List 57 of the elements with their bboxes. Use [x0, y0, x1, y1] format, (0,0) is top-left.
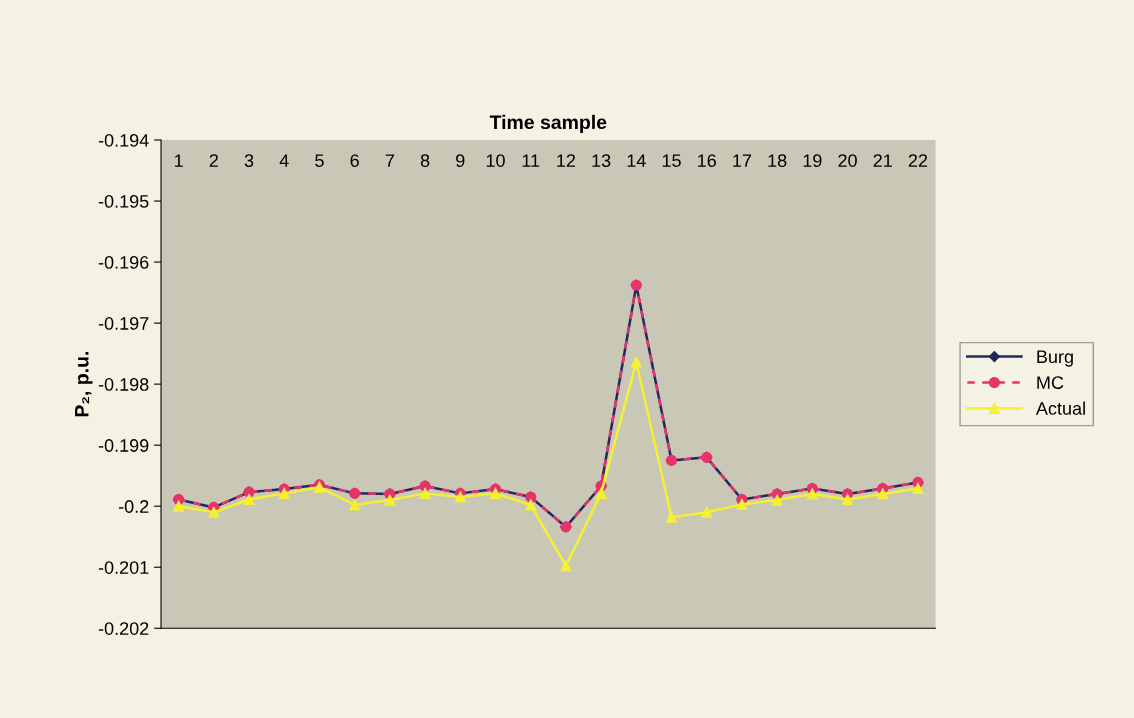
x-tick-label: 1	[174, 154, 183, 167]
y-tick-label: -0.197	[98, 317, 149, 330]
x-tick-label: 18	[768, 154, 787, 167]
legend-label: Burg	[1037, 350, 1073, 367]
x-tick-label: 14	[627, 154, 646, 167]
y-tick-label: -0.199	[98, 439, 149, 452]
point	[771, 494, 783, 506]
point	[560, 560, 572, 572]
legend-label: Actual	[1035, 401, 1085, 415]
x-tick-label: 22	[908, 154, 928, 167]
y-tick-label: -0.198	[98, 378, 149, 391]
x-tick-label: 3	[244, 154, 254, 167]
x-tick-label: 5	[315, 154, 324, 167]
y-tick-label: -0.201	[98, 561, 149, 574]
x-tick-label: 6	[350, 154, 359, 167]
y-tick-label: -0.196	[98, 256, 149, 269]
x-tick-label: 2	[209, 154, 218, 167]
point	[630, 356, 642, 368]
point	[665, 511, 678, 523]
point	[349, 499, 361, 511]
point	[912, 482, 924, 495]
point	[243, 493, 255, 506]
x-tick-label: 11	[522, 154, 540, 167]
point	[489, 487, 502, 499]
point	[454, 491, 466, 503]
point	[806, 488, 818, 500]
point	[278, 487, 290, 499]
y-tick-label: -0.195	[98, 194, 149, 208]
point	[877, 488, 889, 500]
point	[736, 498, 748, 510]
x-tick-label: 17	[733, 154, 752, 167]
x-axis-title: Time sample	[489, 114, 607, 133]
point	[173, 500, 185, 512]
point	[595, 487, 607, 499]
x-tick-label: 16	[698, 154, 716, 167]
point	[841, 493, 854, 506]
y-tick-label: -0.202	[98, 622, 149, 635]
x-tick-label: 10	[486, 154, 505, 167]
y-tick-label: -0.194	[98, 133, 149, 147]
x-tick-label: 9	[456, 154, 465, 167]
x-tick-label: 15	[662, 154, 681, 167]
point	[208, 506, 220, 518]
x-tick-label: 12	[557, 154, 576, 167]
x-tick-label: 21	[873, 154, 892, 167]
legend-label: MC	[1037, 376, 1064, 389]
x-tick-label: 19	[803, 154, 822, 167]
y-tick-label: -0.2	[118, 500, 149, 513]
point	[384, 494, 396, 506]
x-tick-label: 8	[420, 154, 430, 167]
point	[419, 487, 431, 499]
point	[701, 506, 713, 518]
point	[525, 499, 537, 511]
x-tick-label: 13	[592, 154, 611, 167]
x-tick-label: 20	[838, 154, 857, 167]
x-tick-label: 4	[279, 154, 289, 167]
y-axis-title: P₂, p.u.	[75, 351, 93, 417]
x-tick-label: 7	[385, 154, 394, 167]
